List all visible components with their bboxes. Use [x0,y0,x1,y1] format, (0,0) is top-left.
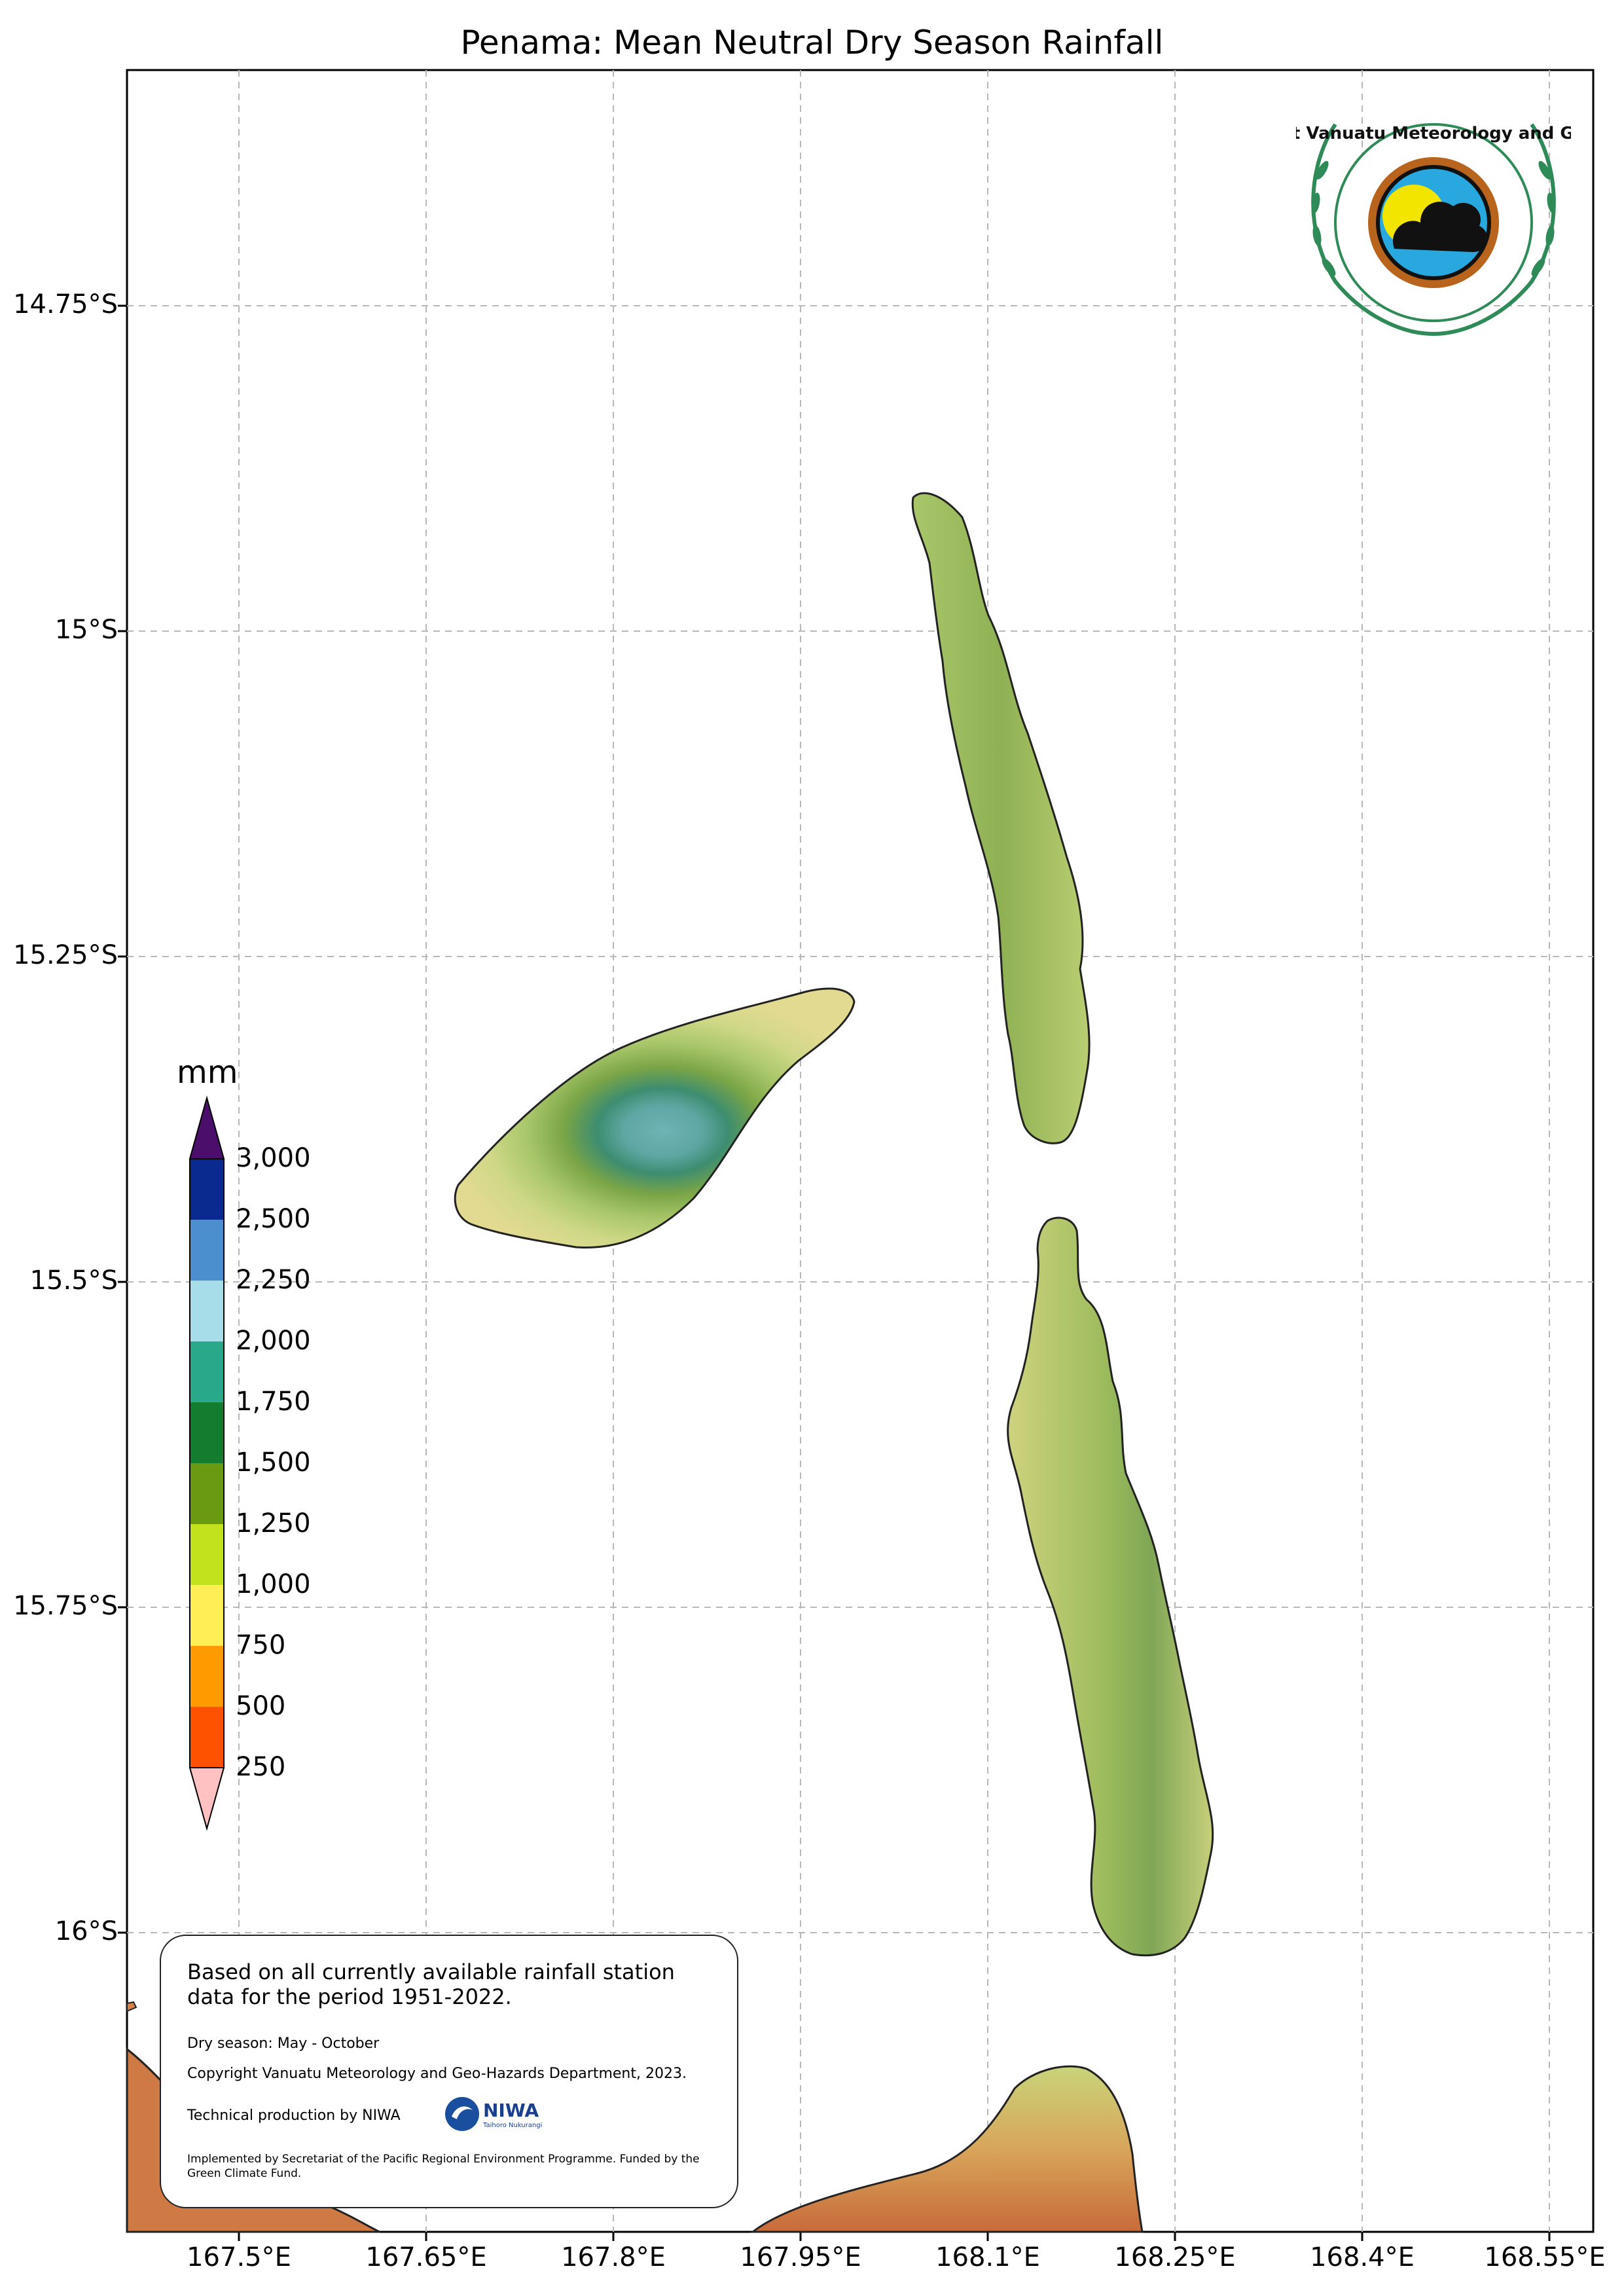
lat-label-16: 16°S [54,1916,118,1946]
colorbar-tick: 500 [236,1691,286,1721]
colorbar-seg-7 [190,1524,224,1585]
info-copyright-text: Copyright Vanuatu Meteorology and Geo-Ha… [187,2066,687,2082]
island-south [749,2065,1144,2233]
grid-lines [127,70,1593,2232]
colorbar-seg-6 [190,1463,224,1524]
colorbar-tick: 3,000 [236,1143,311,1173]
colorbar-tick: 2,500 [236,1204,311,1234]
colorbar-seg-5 [190,1402,224,1463]
colorbar-tick: 250 [236,1752,286,1782]
niwa-logo-text: NIWA [483,2100,539,2121]
map-frame [126,69,1595,2233]
info-main-text: Based on all currently available rainfal… [187,1959,675,2009]
vmgd-logo-text: Department Vanuatu Meteorology and Geo-H… [1296,124,1571,143]
colorbar-tick: 1,250 [236,1508,311,1539]
colorbar-outline [189,1158,225,1768]
colorbar-tick: 1,000 [236,1569,311,1599]
info-season-text: Dry season: May - October [187,2035,380,2052]
colorbar-seg-3 [190,1281,224,1341]
island-ambae [454,987,856,1249]
island-maewo [911,492,1091,1144]
colorbar-tick: 2,000 [236,1326,311,1356]
lat-label-15-5: 15.5°S [29,1266,118,1296]
colorbar [189,1095,225,1831]
colorbar-tick: 750 [236,1630,286,1660]
colorbar-unit: mm [177,1054,238,1091]
info-technical-text: Technical production by NIWA [187,2107,401,2124]
tick-marks [118,304,1551,2241]
vmgd-logo: Department Vanuatu Meteorology and Geo-H… [1296,123,1571,336]
lon-label-168-55: 168.55°E [1484,2242,1606,2272]
info-box: Based on all currently available rainfal… [160,1935,738,2208]
colorbar-tick: 2,250 [236,1265,311,1295]
colorbar-seg-9 [190,1646,224,1707]
map-title: Penama: Mean Neutral Dry Season Rainfall [460,24,1164,62]
niwa-logo-subtext: Taihoro Nukurangi [482,2122,542,2129]
lon-label-167-95: 167.95°E [740,2242,861,2272]
colorbar-seg-2 [190,1220,224,1281]
info-implemented-text: Implemented by Secretariat of the Pacifi… [187,2153,700,2180]
lon-label-168-25: 168.25°E [1114,2242,1236,2272]
colorbar-seg-1 [190,1159,224,1220]
lat-label-15-25: 15.25°S [13,940,118,970]
islet-west [126,2001,137,2013]
niwa-logo: NIWA Taihoro Nukurangi [445,2097,542,2131]
lat-label-14-75: 14.75°S [13,289,118,319]
lat-label-15: 15°S [54,615,118,645]
lon-label-168-1: 168.1°E [935,2242,1040,2272]
lat-label-15-75: 15.75°S [13,1591,118,1621]
colorbar-seg-10 [190,1707,224,1768]
lon-label-167-65: 167.65°E [365,2242,487,2272]
lon-label-168-4: 168.4°E [1310,2242,1415,2272]
colorbar-seg-4 [190,1341,224,1402]
colorbar-tick: 1,750 [236,1387,311,1417]
lon-label-167-8: 167.8°E [561,2242,666,2272]
lon-label-167-5: 167.5°E [187,2242,291,2272]
colorbar-tick: 1,500 [236,1448,311,1478]
island-pentecost [1007,1216,1214,1957]
colorbar-seg-8 [190,1585,224,1646]
